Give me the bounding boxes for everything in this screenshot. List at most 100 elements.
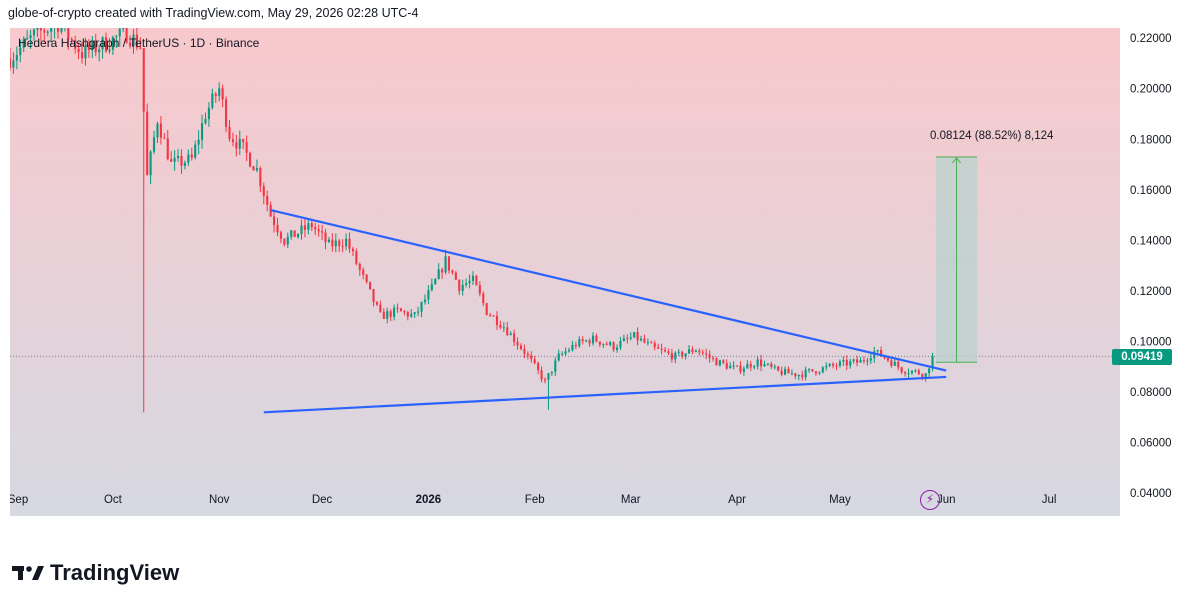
candle-body (341, 246, 344, 248)
trendline (270, 208, 947, 372)
tradingview-brand[interactable]: TradingView (12, 560, 179, 586)
price-tick-label: 0.14000 (1130, 235, 1172, 247)
candle-body (430, 284, 433, 291)
candle-body (389, 311, 392, 317)
candle-body (612, 342, 615, 350)
candle-body (15, 55, 18, 61)
time-tick-label: Feb (525, 494, 545, 506)
drawing-overlays (10, 156, 1120, 414)
candle-body (207, 107, 210, 120)
candle-body (742, 368, 745, 372)
candle-body (619, 340, 622, 348)
candle-body (677, 351, 680, 353)
candle-body (732, 365, 735, 367)
candle-body (883, 356, 886, 359)
candle-body (190, 154, 193, 158)
candle-body (519, 345, 523, 350)
candle-body (492, 315, 495, 317)
candle-body (739, 365, 742, 372)
candle-body (108, 49, 111, 52)
candle-body (345, 238, 348, 247)
candle-body (437, 269, 440, 280)
candle-body (101, 37, 104, 50)
lightning-icon[interactable]: ⚡ (920, 490, 940, 510)
candle-body (200, 123, 204, 140)
price-axis[interactable]: 0.22000 0.20000 0.18000 0.16000 0.14000 0.120… (1130, 33, 1172, 500)
candle-body (84, 44, 87, 59)
candle-body (832, 363, 835, 366)
chart-area[interactable]: 0.22000 0.20000 0.18000 0.16000 0.14000 0.120… (10, 28, 1200, 516)
candle-body (163, 137, 166, 139)
candle-body (595, 335, 598, 342)
candle-body (156, 123, 159, 138)
candle-body (70, 38, 73, 40)
candle-body (543, 379, 547, 381)
candle-body (228, 126, 231, 139)
time-axis[interactable]: Sep Oct Nov Dec 2026 Feb Mar Apr May Jun Jul (10, 494, 1056, 506)
candle-body (657, 347, 660, 349)
candle-body (571, 344, 574, 351)
price-tick-label: 0.16000 (1130, 185, 1172, 197)
candle-body (183, 162, 186, 166)
candle-body (561, 353, 564, 355)
candle-body (94, 40, 97, 53)
candle-body (447, 256, 451, 271)
last-price-label: 0.09419 (1112, 349, 1172, 365)
candle-body (420, 302, 423, 312)
candle-body (10, 58, 12, 68)
candle-body (516, 341, 519, 346)
candle-body (523, 349, 526, 354)
candle-body (729, 365, 732, 369)
candle-body (650, 342, 653, 344)
candle-body (471, 275, 475, 281)
candle-body (300, 225, 303, 234)
candle-body (403, 311, 406, 313)
time-tick-label: Jun (937, 494, 956, 506)
candle-body (605, 343, 608, 345)
candle-body (365, 274, 368, 282)
price-chart[interactable]: 0.22000 0.20000 0.18000 0.16000 0.14000 0.120… (10, 28, 1200, 516)
candle-body (427, 290, 430, 300)
candle-body (890, 360, 893, 366)
candle-body (886, 358, 890, 361)
candle-body (276, 224, 279, 233)
symbol-legend[interactable]: Hedera Hashgraph / TetherUS · 1D · Binan… (18, 36, 260, 50)
candle-body (502, 327, 505, 329)
candle-body (629, 337, 632, 339)
price-tick-label: 0.06000 (1130, 438, 1172, 450)
candle-body (434, 279, 437, 285)
candle-body (149, 151, 152, 176)
price-tick-label: 0.22000 (1130, 33, 1172, 45)
candle-body (46, 31, 49, 33)
candle-body (211, 93, 214, 108)
candle-body (166, 138, 169, 160)
candle-body (77, 48, 80, 53)
candle-body (513, 333, 516, 342)
candle-body (74, 39, 77, 49)
candle-body (622, 338, 625, 341)
candle-body (856, 359, 859, 363)
candle-body (338, 240, 341, 247)
candle-body (307, 223, 310, 230)
candle-body (653, 343, 656, 348)
candle-body (509, 333, 512, 336)
candle-body (468, 280, 471, 284)
candle-body (314, 227, 317, 230)
candle-body (574, 344, 577, 347)
candle-body (290, 230, 293, 237)
candle-body (907, 373, 910, 375)
candle-body (866, 360, 869, 362)
candle-body (753, 366, 756, 368)
candle-body (465, 283, 468, 285)
candle-body (451, 270, 454, 273)
candle-body (242, 139, 245, 143)
candle-body (204, 119, 207, 124)
candle-body (646, 342, 649, 344)
candle-body (533, 359, 536, 364)
time-tick-label: Dec (312, 494, 333, 506)
time-tick-label: Oct (104, 494, 123, 506)
candle-body (862, 360, 866, 362)
candle-body (694, 350, 697, 353)
candle-body (259, 168, 262, 187)
candle-body (749, 363, 752, 368)
